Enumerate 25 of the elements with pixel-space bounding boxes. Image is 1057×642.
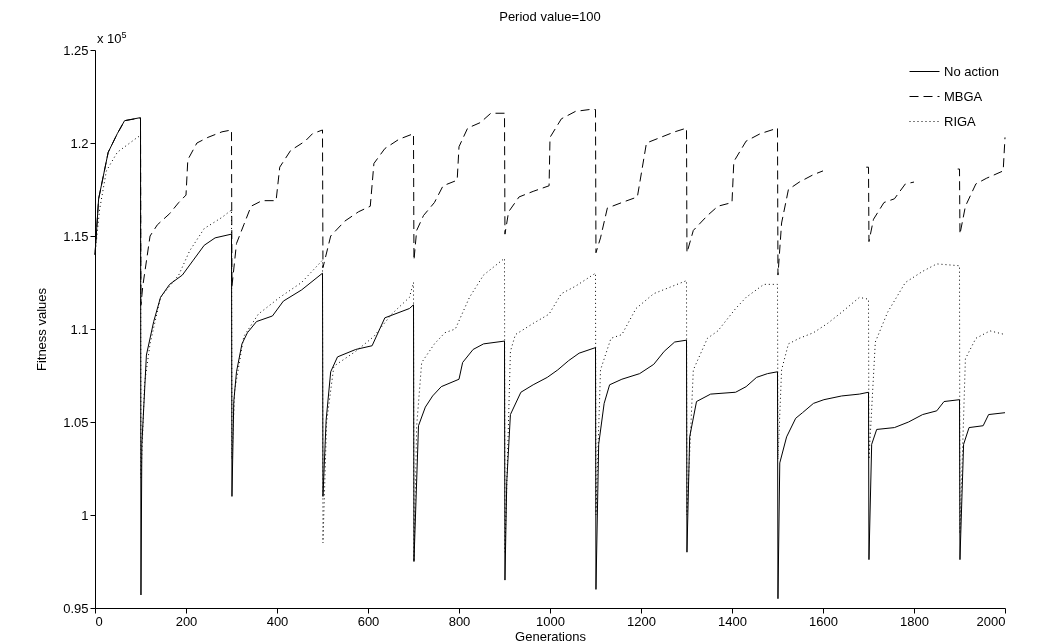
x-tick-label: 0 — [95, 613, 103, 629]
x-tick-label: 1000 — [536, 613, 565, 629]
x-tick-label: 400 — [266, 613, 289, 629]
x-tick-label: 1200 — [627, 613, 656, 629]
chart-title: Period value=100 — [499, 9, 601, 24]
y-tick-label: 1 — [81, 507, 89, 523]
x-tick-label: 800 — [448, 613, 471, 629]
legend-label: No action — [944, 63, 999, 79]
x-tick-label: 600 — [357, 613, 380, 629]
x-tick-label: 1400 — [718, 613, 747, 629]
legend-label: RIGA — [944, 113, 977, 129]
y-tick-label: 1.1 — [70, 321, 89, 337]
y-tick-label: 1.2 — [70, 135, 89, 151]
x-tick-label: 2000 — [976, 613, 1006, 629]
text: x 10$^{5}$ — [97, 30, 127, 47]
legend-label: MBGA — [944, 88, 983, 104]
x-tick-label: 200 — [175, 613, 198, 629]
y-tick-label: 1.25 — [63, 42, 89, 58]
y-tick-label: 1.15 — [63, 228, 89, 244]
x-axis-title: Generations — [515, 628, 587, 642]
y-axis-title: Fitness values — [34, 287, 50, 372]
x-tick-label: 1600 — [809, 613, 838, 629]
y-tick-label: 1.05 — [63, 414, 89, 430]
x-tick-label: 1800 — [900, 613, 929, 629]
y-tick-label: 0.95 — [63, 600, 89, 616]
